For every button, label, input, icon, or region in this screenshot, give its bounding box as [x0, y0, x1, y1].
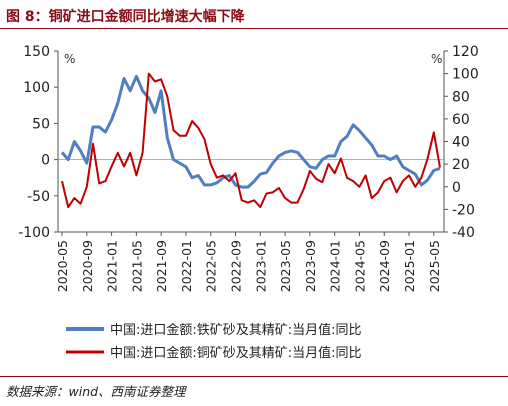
- right-tick-label: 120: [452, 44, 479, 60]
- x-tick-label: 2025-01: [402, 240, 417, 292]
- x-tick-label: 2021-01: [105, 240, 120, 292]
- x-tick-label: 2024-01: [328, 240, 343, 292]
- right-tick-label: -20: [452, 202, 475, 218]
- x-tick-label: 2020-09: [80, 240, 95, 292]
- x-tick-label: 2023-05: [278, 240, 293, 292]
- right-tick-label: -40: [452, 225, 475, 241]
- x-tick-label: 2022-01: [179, 240, 194, 292]
- x-tick-label: 2024-05: [352, 240, 367, 292]
- title-rule: [0, 28, 508, 29]
- right-tick-label: 0: [452, 180, 461, 196]
- source-note: 数据来源：wind、西南证券整理: [6, 384, 186, 399]
- legend-label: 中国:进口金额:铜矿砂及其精矿:当月值:同比: [110, 345, 362, 361]
- left-tick-label: 0: [41, 153, 50, 169]
- left-tick-label: -100: [18, 225, 50, 241]
- copper-ore-series-line: [61, 72, 441, 209]
- x-tick-label: 2022-09: [229, 240, 244, 292]
- x-tick-label: 2024-09: [377, 240, 392, 292]
- right-unit-label: %: [431, 52, 442, 66]
- left-unit-label: %: [64, 52, 75, 66]
- legend-label: 中国:进口金额:铁矿砂及其精矿:当月值:同比: [110, 322, 362, 338]
- right-tick-label: 20: [452, 157, 470, 173]
- x-tick-label: 2021-09: [154, 240, 169, 292]
- source-rule: [0, 376, 508, 377]
- right-tick-label: 60: [452, 112, 470, 128]
- x-tick-label: 2022-05: [204, 240, 219, 292]
- chart: -100 -50 0 50 100 150 -40 -20 0 20 40 60 80 100 120 2…: [18, 44, 479, 361]
- right-tick-label: 100: [452, 67, 479, 83]
- x-tick-label: 2023-01: [253, 240, 268, 292]
- x-tick-label: 2023-09: [303, 240, 318, 292]
- x-tick-label: 2020-05: [55, 240, 70, 292]
- left-tick-label: 150: [23, 44, 50, 60]
- figure-title: 图 8：铜矿进口金额同比增速大幅下降: [6, 9, 245, 25]
- right-tick-label: 40: [452, 135, 470, 151]
- left-tick-label: -50: [27, 189, 50, 205]
- x-tick-label: 2021-05: [129, 240, 144, 292]
- right-tick-label: 80: [452, 89, 470, 105]
- left-tick-label: 100: [23, 80, 50, 96]
- x-tick-label: 2025-05: [427, 240, 442, 292]
- left-tick-label: 50: [32, 116, 50, 132]
- iron-ore-series-line: [60, 74, 441, 189]
